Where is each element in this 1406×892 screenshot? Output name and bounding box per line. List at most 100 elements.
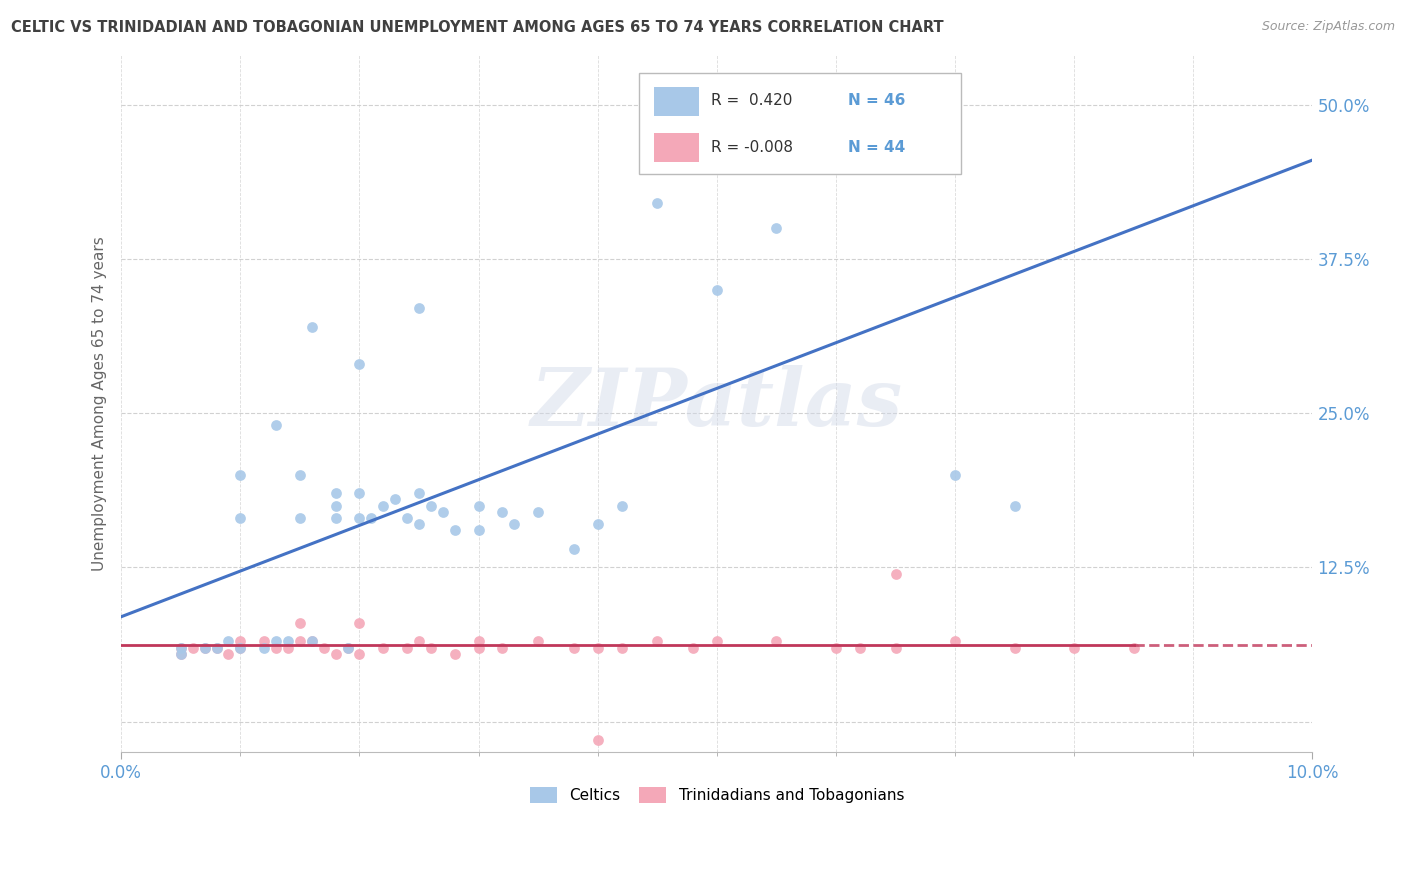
Point (336, 640, 359, 655)
Point (229, 511, 252, 525)
Point (943, 634, 966, 648)
Point (194, 640, 217, 655)
Point (1004, 499, 1026, 513)
Point (527, 505, 550, 519)
Point (253, 640, 276, 655)
Point (848, 640, 870, 655)
Point (349, 486, 371, 500)
FancyBboxPatch shape (654, 133, 699, 161)
Text: R = -0.008: R = -0.008 (711, 140, 793, 154)
Y-axis label: Unemployment Among Ages 65 to 74 years: Unemployment Among Ages 65 to 74 years (93, 236, 107, 571)
Point (277, 634, 299, 648)
Point (288, 634, 311, 648)
Point (586, 733, 609, 747)
Point (301, 319, 323, 334)
Point (408, 517, 430, 532)
Point (527, 634, 550, 648)
Point (1122, 640, 1144, 655)
Text: N = 44: N = 44 (848, 140, 905, 154)
Point (205, 640, 228, 655)
Point (562, 640, 585, 655)
Point (645, 634, 668, 648)
Point (229, 634, 252, 648)
Point (349, 615, 371, 630)
Point (217, 647, 239, 661)
Point (467, 524, 489, 538)
Point (419, 640, 441, 655)
Point (229, 640, 252, 655)
Point (825, 640, 848, 655)
Point (645, 196, 668, 211)
Point (288, 615, 311, 630)
Point (706, 283, 728, 297)
Text: Source: ZipAtlas.com: Source: ZipAtlas.com (1261, 20, 1395, 33)
Point (943, 467, 966, 482)
Point (288, 467, 311, 482)
Point (229, 640, 252, 655)
Point (301, 634, 323, 648)
Point (408, 301, 430, 315)
Point (325, 499, 347, 513)
Point (360, 511, 382, 525)
Point (312, 640, 335, 655)
Point (586, 517, 609, 532)
Point (765, 634, 787, 648)
Point (217, 634, 239, 648)
Point (396, 511, 419, 525)
Text: N = 46: N = 46 (848, 93, 905, 108)
Point (467, 499, 489, 513)
Point (229, 467, 252, 482)
Point (288, 511, 311, 525)
Point (467, 634, 489, 648)
Point (170, 647, 193, 661)
Point (884, 640, 907, 655)
Point (610, 499, 633, 513)
Point (586, 640, 609, 655)
FancyBboxPatch shape (654, 87, 699, 116)
Text: R =  0.420: R = 0.420 (711, 93, 792, 108)
Point (301, 634, 323, 648)
Point (264, 640, 287, 655)
Point (325, 486, 347, 500)
Point (373, 499, 395, 513)
Point (562, 541, 585, 556)
FancyBboxPatch shape (640, 72, 962, 174)
Point (408, 634, 430, 648)
Point (1063, 640, 1085, 655)
Point (336, 640, 359, 655)
Point (443, 647, 465, 661)
Point (264, 418, 287, 433)
Point (706, 634, 728, 648)
Point (408, 486, 430, 500)
Point (443, 524, 465, 538)
Point (194, 640, 217, 655)
Point (264, 634, 287, 648)
Point (277, 640, 299, 655)
Text: ZIPatlas: ZIPatlas (530, 365, 903, 442)
Point (419, 499, 441, 513)
Point (610, 640, 633, 655)
Point (170, 640, 193, 655)
Point (349, 357, 371, 371)
Point (325, 647, 347, 661)
Point (205, 640, 228, 655)
Point (765, 221, 787, 235)
Point (491, 505, 513, 519)
Point (253, 634, 276, 648)
Point (884, 566, 907, 581)
Point (491, 640, 513, 655)
Point (432, 505, 454, 519)
Point (325, 511, 347, 525)
Point (170, 640, 193, 655)
Point (181, 640, 204, 655)
Text: CELTIC VS TRINIDADIAN AND TOBAGONIAN UNEMPLOYMENT AMONG AGES 65 TO 74 YEARS CORR: CELTIC VS TRINIDADIAN AND TOBAGONIAN UNE… (11, 20, 943, 35)
Point (396, 640, 419, 655)
Point (384, 492, 406, 507)
Point (349, 647, 371, 661)
Point (1004, 640, 1026, 655)
Point (170, 647, 193, 661)
Legend: Celtics, Trinidadians and Tobagonians: Celtics, Trinidadians and Tobagonians (522, 780, 911, 811)
Point (503, 517, 526, 532)
Point (682, 640, 704, 655)
Point (349, 511, 371, 525)
